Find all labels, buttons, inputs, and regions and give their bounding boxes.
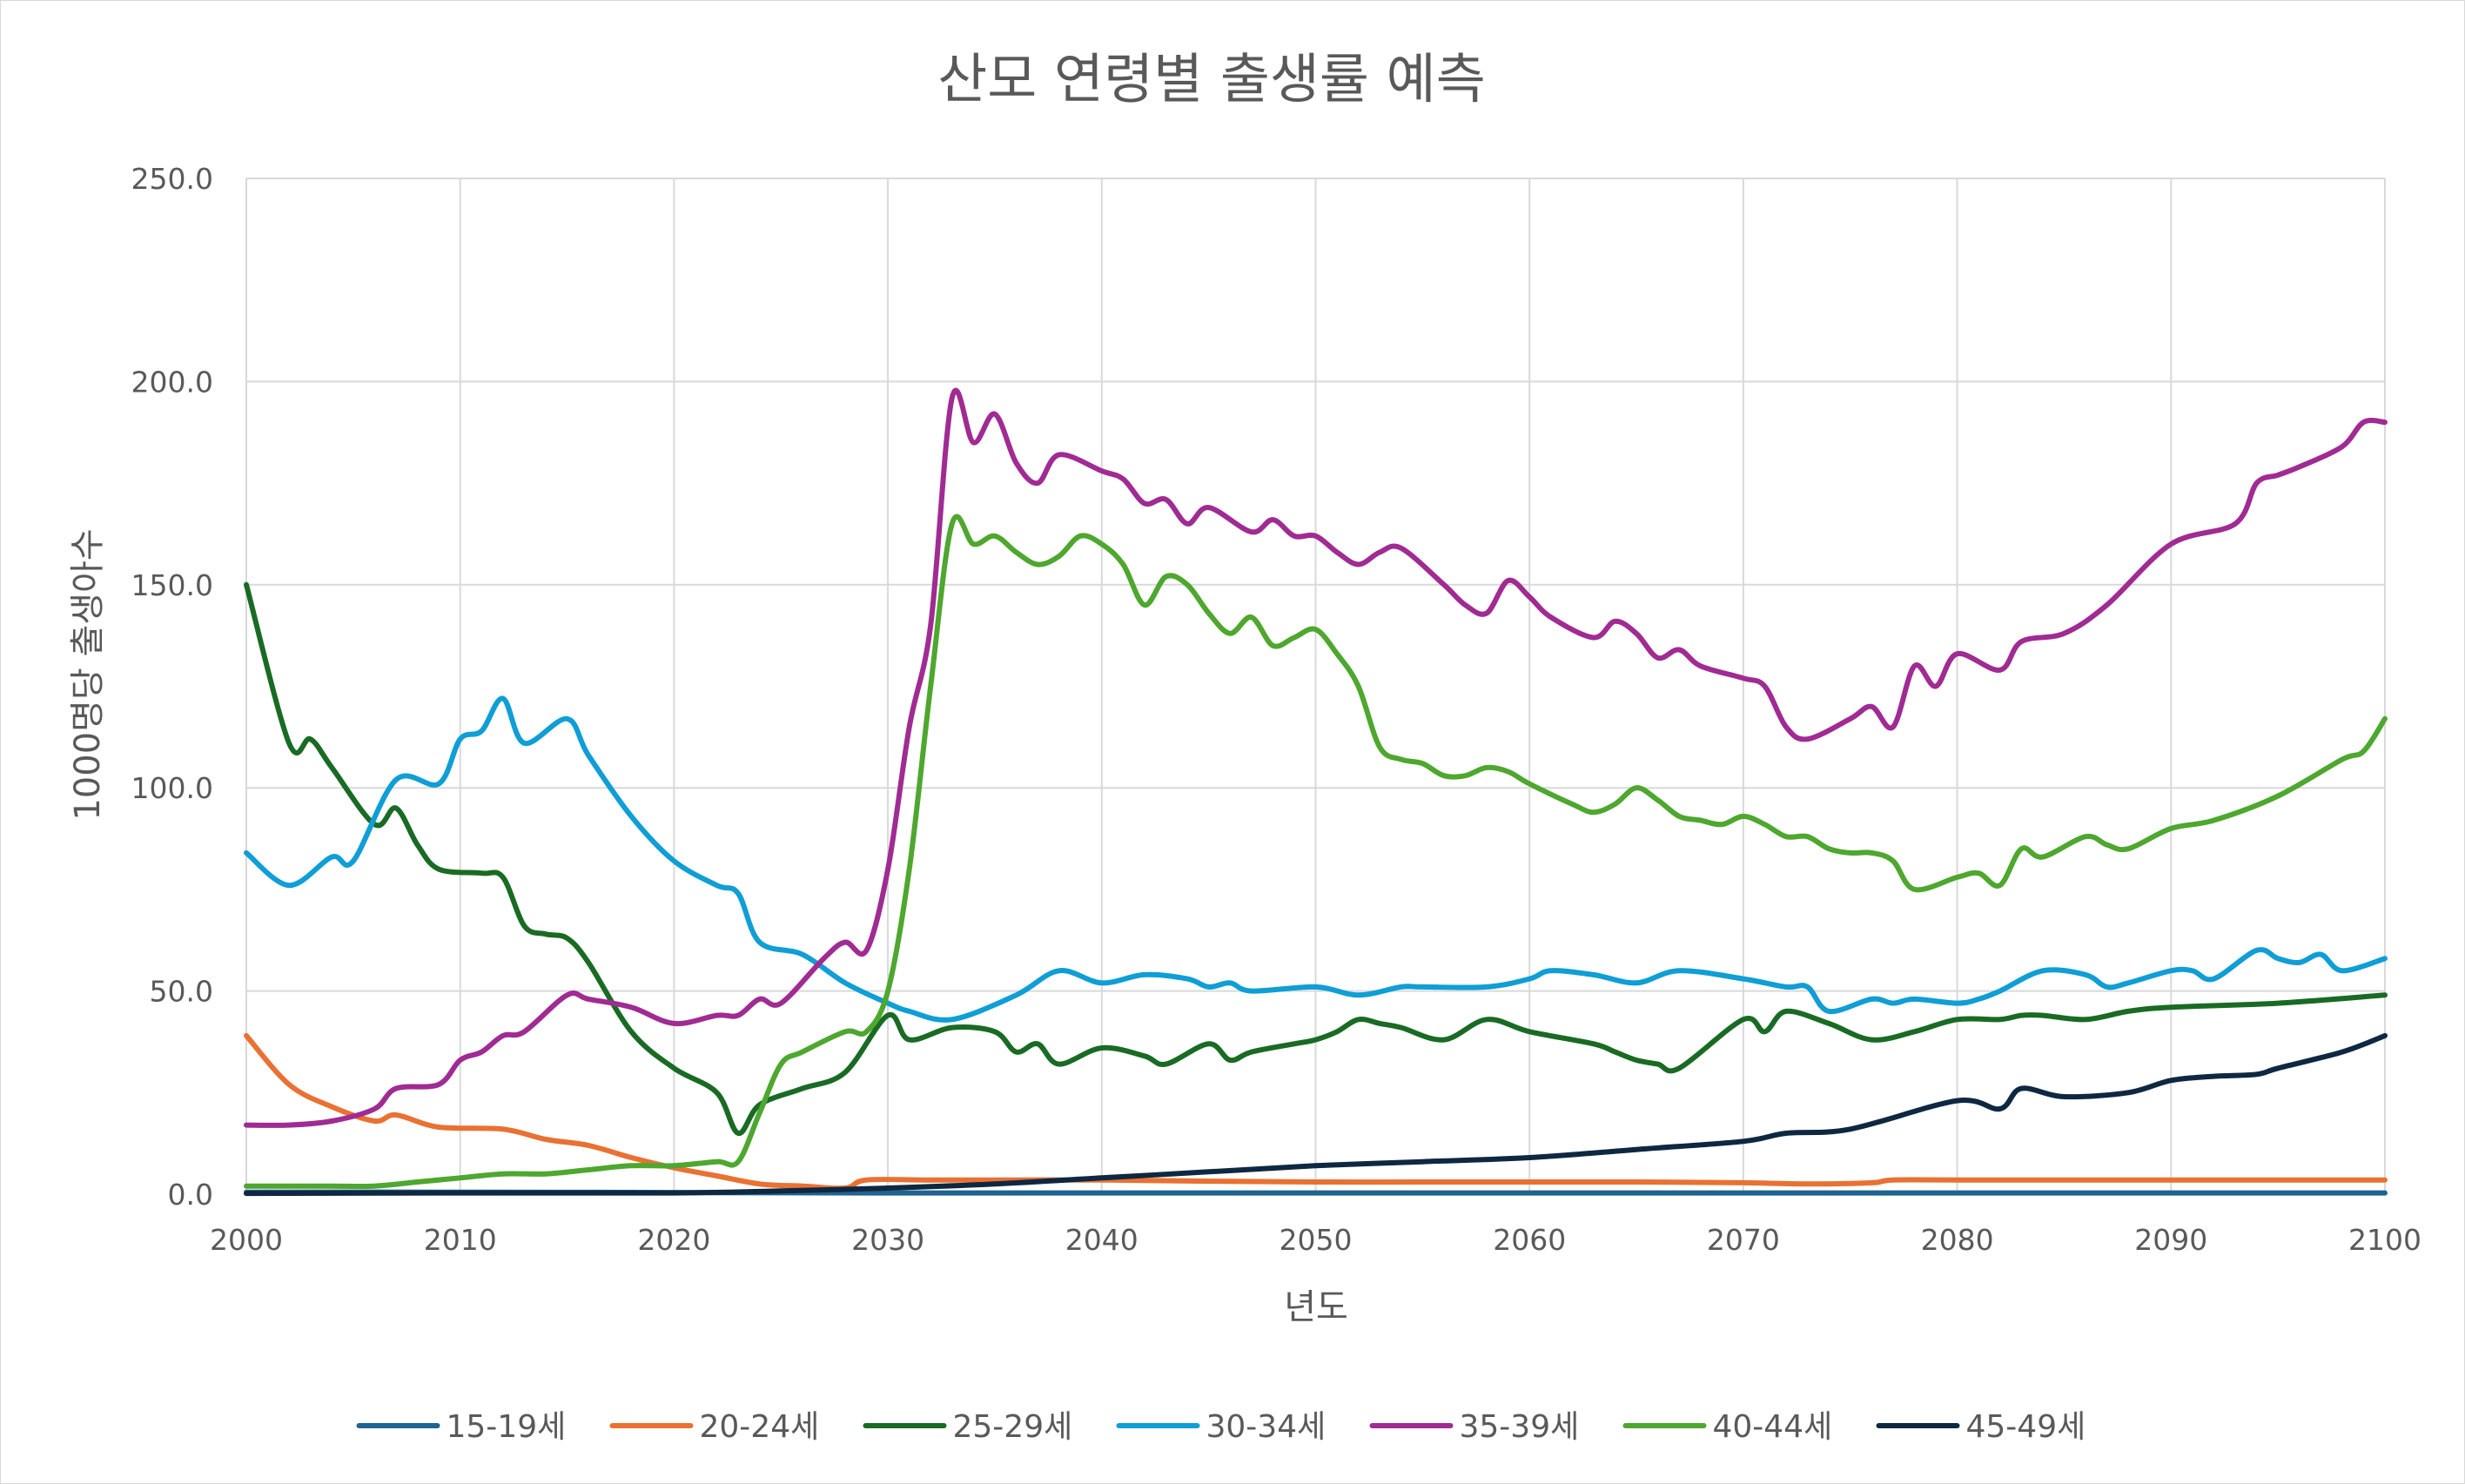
- legend-item: 15-19세: [356, 1409, 567, 1445]
- y-axis-label: 1000명당 출생아수: [68, 528, 108, 820]
- series-lines: [244, 387, 2388, 1197]
- legend-label: 35-39세: [1460, 1409, 1580, 1445]
- x-tick-label: 2030: [851, 1223, 924, 1257]
- legend: 15-19세 20-24세 25-29세 30-34세 35-39세 40-44세 45-4…: [356, 1409, 2086, 1445]
- gridlines: [245, 178, 2386, 1195]
- x-tick-label: 2000: [210, 1223, 283, 1257]
- legend-item: 20-24세: [609, 1409, 820, 1445]
- legend-item: 25-29세: [863, 1409, 1073, 1445]
- series-line-30-34세: [244, 695, 2388, 1023]
- legend-label: 45-49세: [1966, 1409, 2086, 1445]
- legend-item: 45-49세: [1876, 1409, 2086, 1445]
- x-tick-label: 2100: [2348, 1223, 2421, 1257]
- y-tick-label: 150.0: [131, 568, 213, 602]
- series-line-35-39세: [244, 387, 2388, 1128]
- y-tick-label: 50.0: [150, 975, 213, 1009]
- y-tick-label: 250.0: [131, 162, 213, 196]
- x-tick-label: 2020: [637, 1223, 710, 1257]
- chart-title: 산모 연령별 출생률 예측: [937, 47, 1486, 111]
- y-tick-label: 100.0: [131, 771, 213, 805]
- series-line-20-24세: [244, 1032, 2388, 1192]
- legend-item: 35-39세: [1369, 1409, 1580, 1445]
- legend-label: 40-44세: [1713, 1409, 1833, 1445]
- x-tick-label: 2010: [424, 1223, 497, 1257]
- y-tick-label: 200.0: [131, 365, 213, 399]
- x-tick-label: 2050: [1280, 1223, 1353, 1257]
- x-tick-label: 2060: [1493, 1223, 1566, 1257]
- series-line-25-29세: [244, 581, 2388, 1136]
- legend-label: 15-19세: [447, 1409, 567, 1445]
- legend-label: 20-24세: [700, 1409, 820, 1445]
- y-tick-label: 0.0: [168, 1178, 213, 1212]
- legend-item: 30-34세: [1116, 1409, 1327, 1445]
- x-tick-label: 2090: [2134, 1223, 2207, 1257]
- series-line-40-44세: [244, 514, 2388, 1190]
- x-axis-ticks: 2000 2010 2020 2030 2040 2050 2060 2070 2080 2090…: [210, 1223, 2421, 1257]
- x-tick-label: 2040: [1065, 1223, 1138, 1257]
- legend-label: 30-34세: [1206, 1409, 1327, 1445]
- series-line-45-49세: [244, 1032, 2388, 1197]
- x-tick-label: 2080: [1921, 1223, 1994, 1257]
- x-tick-label: 2070: [1707, 1223, 1780, 1257]
- y-axis-ticks: 0.0 50.0 100.0 150.0 200.0 250.0: [131, 162, 213, 1212]
- legend-item: 40-44세: [1622, 1409, 1833, 1445]
- legend-label: 25-29세: [953, 1409, 1073, 1445]
- x-axis-label: 년도: [1284, 1287, 1348, 1327]
